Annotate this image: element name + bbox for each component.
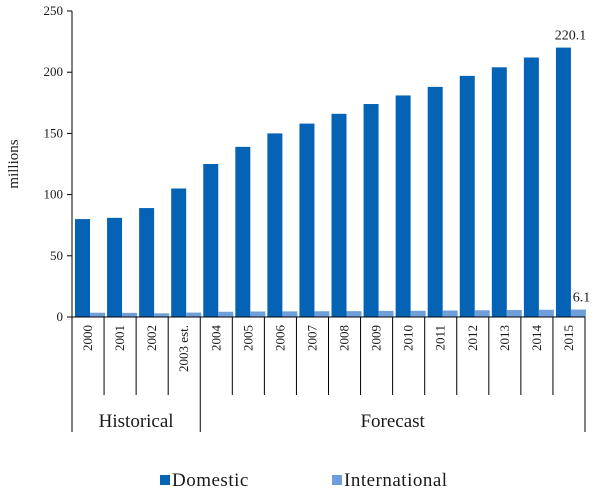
y-tick-label: 50 <box>50 248 63 263</box>
x-tick-label: 2008 <box>337 325 352 351</box>
bar-international <box>186 312 202 317</box>
legend-swatch-international <box>332 475 342 485</box>
group-label-historical: Historical <box>99 411 174 432</box>
x-tick-label: 2001 <box>112 325 127 351</box>
x-tick-label: 2004 <box>208 325 223 352</box>
bar-international <box>570 309 586 317</box>
bar-domestic <box>395 95 411 318</box>
x-tick-label: 2000 <box>80 325 95 351</box>
x-tick-label: 2005 <box>240 325 255 351</box>
x-tick-label: 2013 <box>497 325 512 351</box>
y-tick-label: 0 <box>57 309 64 324</box>
y-tick-label: 200 <box>44 64 64 79</box>
bar-domestic <box>75 219 90 317</box>
x-tick-label: 2003 est. <box>176 325 191 372</box>
bar-international <box>122 312 138 317</box>
bar-domestic <box>427 86 443 317</box>
group-label-forecast: Forecast <box>360 411 425 432</box>
legend-swatch-domestic <box>160 475 170 485</box>
bar-international <box>218 311 234 317</box>
legend: Domestic International <box>160 470 448 491</box>
bar-domestic <box>299 123 315 317</box>
data-label: 220.1 <box>555 29 587 44</box>
x-tick-label: 2012 <box>465 325 480 351</box>
bar-domestic <box>363 104 379 317</box>
legend-label-international: International <box>344 470 448 491</box>
bars <box>75 47 586 318</box>
bar-international <box>314 311 330 317</box>
data-label: 6.1 <box>573 291 591 306</box>
bar-domestic <box>107 217 123 317</box>
bar-domestic <box>491 67 507 317</box>
bar-domestic <box>139 208 155 317</box>
bar-international <box>410 310 426 317</box>
legend-label-domestic: Domestic <box>172 470 249 491</box>
x-tick-label: 2009 <box>369 325 384 351</box>
bar-international <box>538 309 554 317</box>
bar-domestic <box>171 188 187 317</box>
x-tick-label: 2007 <box>304 325 319 352</box>
bar-domestic <box>203 164 219 317</box>
category-groups: Historical Forecast <box>99 411 426 432</box>
y-axis: 0 50 100 150 200 250 <box>44 3 73 324</box>
y-axis-title: millions <box>6 139 22 188</box>
bar-international <box>442 310 458 317</box>
x-tick-label: 2011 <box>433 325 448 351</box>
bar-domestic <box>267 133 283 317</box>
bar-domestic <box>459 75 475 317</box>
x-tick-label: 2014 <box>529 325 544 352</box>
x-tick-label: 2006 <box>272 325 287 352</box>
x-tick-label: 2010 <box>401 325 416 351</box>
y-tick-label: 250 <box>44 3 64 18</box>
x-axis: 2000 2001 2002 2003 est. 2004 2005 2006 2007 200… <box>71 316 586 432</box>
bar-international <box>378 310 394 317</box>
x-tick-label: 2002 <box>144 325 159 351</box>
bar-domestic <box>331 113 347 317</box>
bar-international <box>90 312 105 317</box>
y-tick-label: 150 <box>44 125 64 140</box>
bar-international <box>282 311 298 317</box>
data-labels: 220.1 6.1 <box>555 29 591 306</box>
bar-domestic <box>235 146 251 317</box>
x-tick-label: 2015 <box>561 325 576 351</box>
bar-international <box>506 310 522 317</box>
bar-domestic <box>523 57 539 318</box>
bar-international <box>154 313 170 317</box>
bar-international <box>250 311 266 317</box>
bar-domestic <box>555 47 571 318</box>
y-tick-label: 100 <box>44 187 64 202</box>
bar-international <box>474 310 490 317</box>
bar-international <box>346 311 362 317</box>
